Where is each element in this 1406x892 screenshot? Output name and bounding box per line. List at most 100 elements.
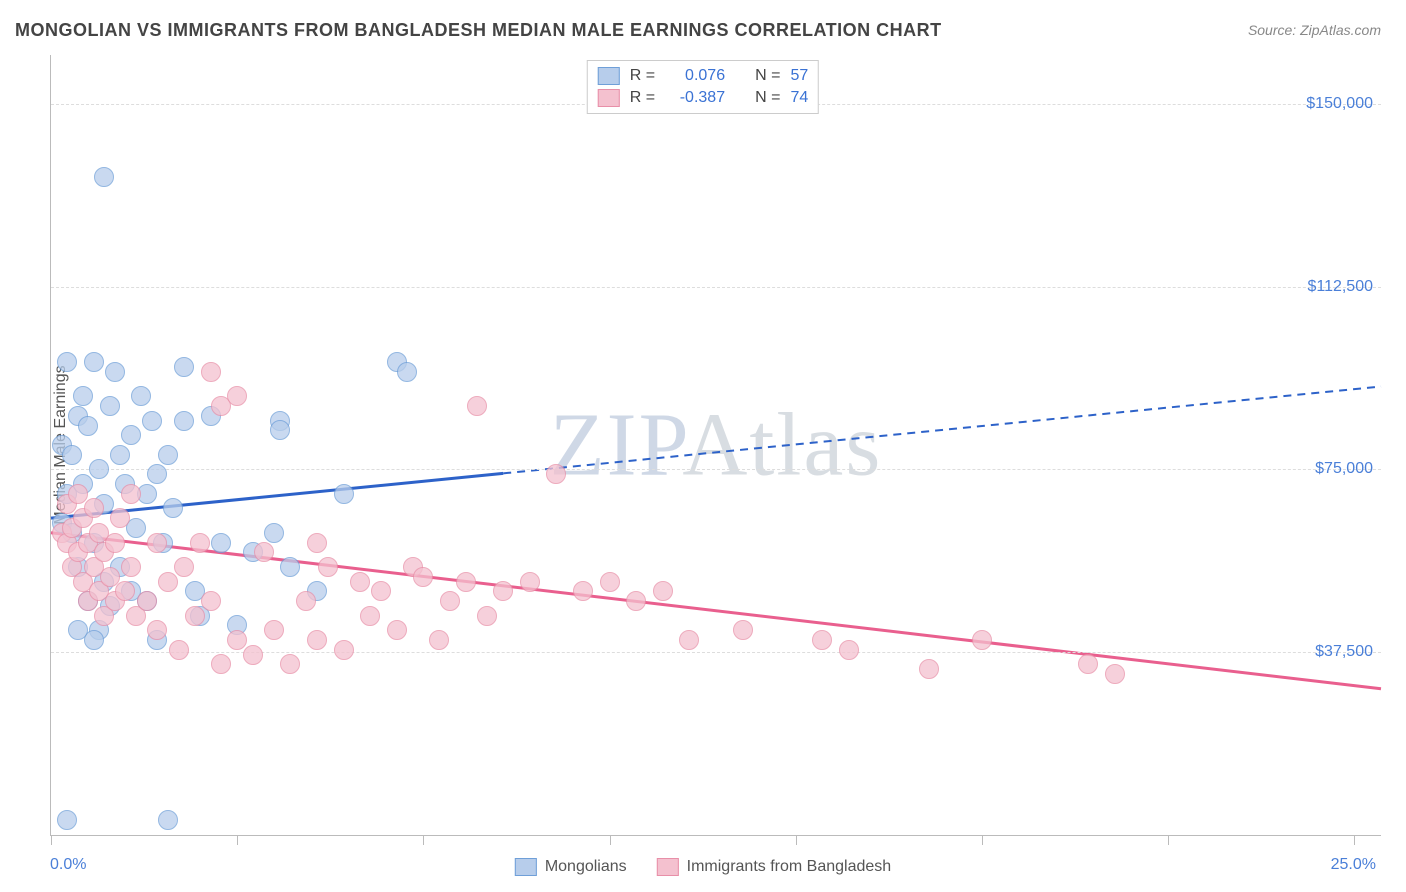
data-point (158, 810, 178, 830)
data-point (477, 606, 497, 626)
data-point (169, 640, 189, 660)
correlation-legend: R = 0.076 N = 57 R = -0.387 N = 74 (587, 60, 819, 114)
data-point (972, 630, 992, 650)
data-point (158, 445, 178, 465)
n-label: N = (755, 67, 780, 85)
data-point (57, 352, 77, 372)
n-value: 57 (790, 67, 808, 85)
data-point (264, 620, 284, 640)
data-point (174, 357, 194, 377)
correlation-row: R =0.076N =57 (598, 65, 808, 87)
data-point (147, 464, 167, 484)
data-point (264, 523, 284, 543)
r-label: R = (630, 89, 655, 107)
data-point (493, 581, 513, 601)
data-point (147, 620, 167, 640)
data-point (360, 606, 380, 626)
x-tick (1354, 835, 1355, 845)
x-axis-max-label: 25.0% (1331, 856, 1376, 874)
data-point (573, 581, 593, 601)
data-point (318, 557, 338, 577)
data-point (397, 362, 417, 382)
r-value: -0.387 (665, 89, 725, 107)
data-point (371, 581, 391, 601)
data-point (94, 167, 114, 187)
r-value: 0.076 (665, 67, 725, 85)
n-value: 74 (790, 89, 808, 107)
plot-area: Median Male Earnings ZIPAtlas $37,500$75… (50, 55, 1381, 836)
data-point (121, 425, 141, 445)
legend-swatch (598, 67, 620, 85)
data-point (137, 591, 157, 611)
x-tick (51, 835, 52, 845)
data-point (600, 572, 620, 592)
data-point (110, 508, 130, 528)
data-point (121, 557, 141, 577)
trend-line-dashed (503, 387, 1381, 474)
data-point (105, 533, 125, 553)
data-point (89, 459, 109, 479)
legend-label: Mongolians (545, 858, 627, 876)
data-point (839, 640, 859, 660)
y-tick-label: $112,500 (1307, 278, 1373, 296)
data-point (185, 606, 205, 626)
data-point (254, 542, 274, 562)
data-point (812, 630, 832, 650)
legend-item: Mongolians (515, 858, 627, 876)
data-point (280, 557, 300, 577)
chart-title: MONGOLIAN VS IMMIGRANTS FROM BANGLADESH … (15, 20, 942, 41)
data-point (110, 445, 130, 465)
legend-swatch (515, 858, 537, 876)
data-point (62, 445, 82, 465)
data-point (84, 498, 104, 518)
data-point (429, 630, 449, 650)
data-point (387, 620, 407, 640)
data-point (296, 591, 316, 611)
data-point (131, 386, 151, 406)
gridline (51, 287, 1381, 288)
data-point (413, 567, 433, 587)
data-point (100, 567, 120, 587)
data-point (105, 362, 125, 382)
data-point (227, 386, 247, 406)
data-point (520, 572, 540, 592)
data-point (307, 630, 327, 650)
chart-svg (51, 55, 1381, 835)
data-point (546, 464, 566, 484)
data-point (163, 498, 183, 518)
data-point (307, 533, 327, 553)
legend-label: Immigrants from Bangladesh (687, 858, 892, 876)
n-label: N = (755, 89, 780, 107)
data-point (201, 591, 221, 611)
x-tick (796, 835, 797, 845)
data-point (679, 630, 699, 650)
data-point (350, 572, 370, 592)
data-point (334, 484, 354, 504)
data-point (1078, 654, 1098, 674)
data-point (456, 572, 476, 592)
series-legend: Mongolians Immigrants from Bangladesh (515, 858, 891, 876)
data-point (1105, 664, 1125, 684)
data-point (147, 533, 167, 553)
data-point (919, 659, 939, 679)
data-point (440, 591, 460, 611)
correlation-row: R = -0.387 N = 74 (598, 87, 808, 109)
data-point (467, 396, 487, 416)
data-point (211, 533, 231, 553)
data-point (653, 581, 673, 601)
x-tick (423, 835, 424, 845)
data-point (190, 533, 210, 553)
x-tick (237, 835, 238, 845)
data-point (121, 484, 141, 504)
data-point (68, 484, 88, 504)
data-point (68, 620, 88, 640)
gridline (51, 469, 1381, 470)
y-tick-label: $75,000 (1315, 460, 1373, 478)
legend-item: Immigrants from Bangladesh (657, 858, 892, 876)
y-tick-label: $150,000 (1306, 95, 1373, 113)
data-point (211, 654, 231, 674)
data-point (243, 645, 263, 665)
data-point (100, 396, 120, 416)
legend-swatch (598, 89, 620, 107)
x-tick (982, 835, 983, 845)
